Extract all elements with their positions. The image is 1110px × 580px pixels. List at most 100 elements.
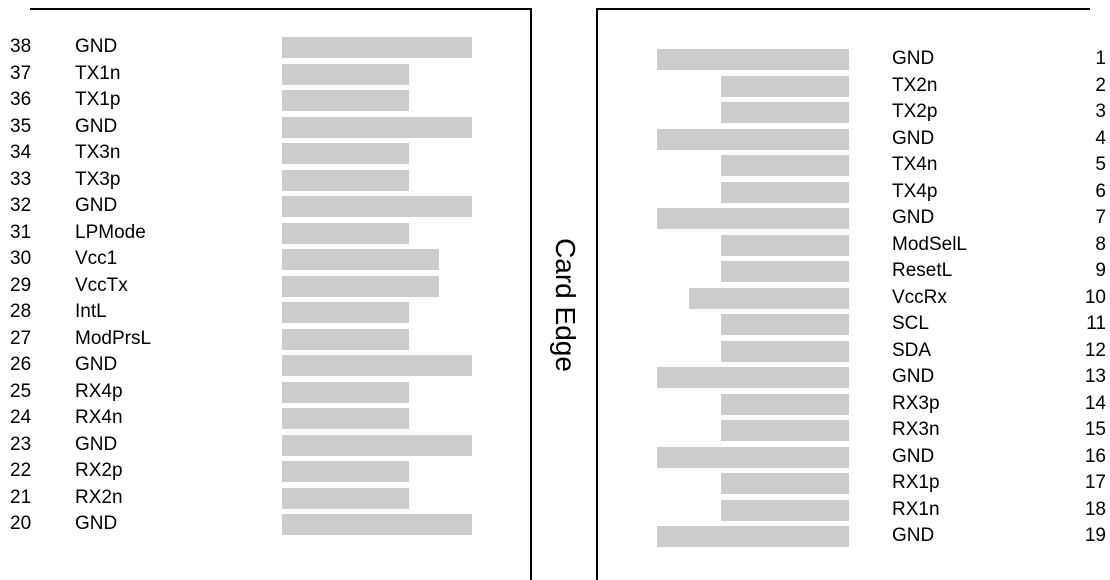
contact-pad	[721, 75, 849, 97]
pin-number: 2	[1095, 74, 1106, 96]
right-pin-10: 10 VccRx	[0, 286, 1110, 313]
contact-pad	[657, 208, 849, 229]
pin-number: 31	[10, 221, 32, 243]
left-pin-37: 37 TX1n	[0, 62, 1110, 89]
contact-pad	[721, 314, 849, 335]
pin-number: 38	[10, 36, 32, 57]
contact-pad	[657, 128, 849, 150]
pin-number: 34	[10, 142, 32, 163]
pin-number: 29	[10, 274, 32, 296]
pin-number: 36	[10, 89, 32, 110]
pin-number: 6	[1095, 180, 1106, 202]
pin-signal-name: RX3n	[892, 419, 940, 440]
pin-signal-name: ResetL	[892, 260, 953, 281]
pin-number: 12	[1084, 339, 1106, 361]
contact-pad	[282, 328, 409, 350]
pin-signal-name: RX2n	[75, 486, 123, 508]
contact-pad	[282, 355, 472, 376]
right-pin-3: 3 TX2p	[0, 100, 1110, 127]
left-pin-26: 26 GND	[0, 353, 1110, 380]
pin-signal-name: TX3p	[75, 168, 121, 190]
pin-number: 33	[10, 168, 32, 190]
right-pin-7: 7 GND	[0, 206, 1110, 233]
right-side-top-border	[596, 8, 1090, 10]
pin-signal-name: TX4n	[892, 154, 938, 175]
pin-signal-name: GND	[892, 445, 935, 467]
pin-number: 4	[1095, 127, 1106, 149]
pin-signal-name: IntL	[75, 301, 107, 322]
pin-signal-name: TX2p	[892, 101, 938, 122]
left-pin-32: 32 GND	[0, 194, 1110, 221]
pin-signal-name: GND	[892, 127, 935, 149]
right-pin-18: 18 RX1n	[0, 498, 1110, 525]
pin-number: 35	[10, 115, 32, 137]
contact-pad	[282, 196, 472, 217]
pin-signal-name: GND	[75, 513, 118, 534]
pin-number: 32	[10, 195, 32, 216]
contact-pad	[689, 287, 849, 309]
contact-pad	[721, 340, 849, 362]
pin-number: 24	[10, 407, 32, 428]
pin-number: 37	[10, 62, 32, 84]
left-pin-21: 21 RX2n	[0, 486, 1110, 513]
pin-signal-name: SDA	[892, 339, 932, 361]
contact-pad	[657, 526, 849, 547]
left-pin-24: 24 RX4n	[0, 406, 1110, 433]
contact-pad	[282, 37, 472, 58]
pin-signal-name: VccRx	[892, 286, 947, 308]
pin-signal-name: GND	[892, 525, 935, 546]
pin-number: 19	[1084, 525, 1106, 546]
pin-number: 5	[1095, 154, 1106, 175]
pin-signal-name: GND	[892, 366, 935, 387]
contact-pad	[282, 461, 409, 482]
contact-pad	[282, 408, 409, 429]
pin-number: 16	[1084, 445, 1106, 467]
pin-signal-name: GND	[75, 115, 118, 137]
contact-pad	[721, 473, 849, 494]
right-side-left-border	[596, 8, 598, 580]
right-pin-19: 19 GND	[0, 524, 1110, 551]
contact-pad	[282, 434, 472, 456]
left-pin-33: 33 TX3p	[0, 168, 1110, 195]
right-pin-2: 2 TX2n	[0, 74, 1110, 101]
pin-signal-name: GND	[75, 195, 118, 216]
pin-number: 10	[1084, 286, 1106, 308]
right-pin-6: 6 TX4p	[0, 180, 1110, 207]
left-side-top-border	[30, 8, 532, 10]
pin-number: 7	[1095, 207, 1106, 228]
right-pin-14: 14 RX3p	[0, 392, 1110, 419]
contact-pad	[282, 275, 439, 297]
contact-pad	[282, 381, 409, 403]
pin-signal-name: SCL	[892, 313, 929, 334]
left-pin-30: 30 Vcc1	[0, 247, 1110, 274]
contact-pad	[282, 90, 409, 111]
pin-signal-name: TX2n	[892, 74, 938, 96]
pin-number: 14	[1084, 392, 1106, 414]
pin-signal-name: RX4p	[75, 380, 123, 402]
left-pin-23: 23 GND	[0, 433, 1110, 460]
left-pin-34: 34 TX3n	[0, 141, 1110, 168]
left-pin-31: 31 LPMode	[0, 221, 1110, 248]
pin-number: 28	[10, 301, 32, 322]
pin-signal-name: RX1n	[892, 498, 940, 520]
pin-number: 18	[1084, 498, 1106, 520]
contact-pad	[721, 393, 849, 415]
contact-pad	[282, 169, 409, 191]
right-pin-16: 16 GND	[0, 445, 1110, 472]
right-pin-12: 12 SDA	[0, 339, 1110, 366]
contact-pad	[721, 420, 849, 441]
right-pin-15: 15 RX3n	[0, 418, 1110, 445]
contact-pad	[282, 302, 409, 323]
pin-number: 22	[10, 460, 32, 481]
pin-signal-name: ModSelL	[892, 233, 967, 255]
pin-signal-name: GND	[892, 48, 935, 69]
pin-number: 17	[1084, 472, 1106, 493]
pin-signal-name: TX3n	[75, 142, 121, 163]
left-pin-20: 20 GND	[0, 512, 1110, 539]
contact-pad	[282, 249, 439, 270]
pin-number: 25	[10, 380, 32, 402]
left-pin-38: 38 GND	[0, 35, 1110, 62]
left-pin-29: 29 VccTx	[0, 274, 1110, 301]
pin-number: 3	[1095, 101, 1106, 122]
pin-signal-name: RX2p	[75, 460, 123, 481]
